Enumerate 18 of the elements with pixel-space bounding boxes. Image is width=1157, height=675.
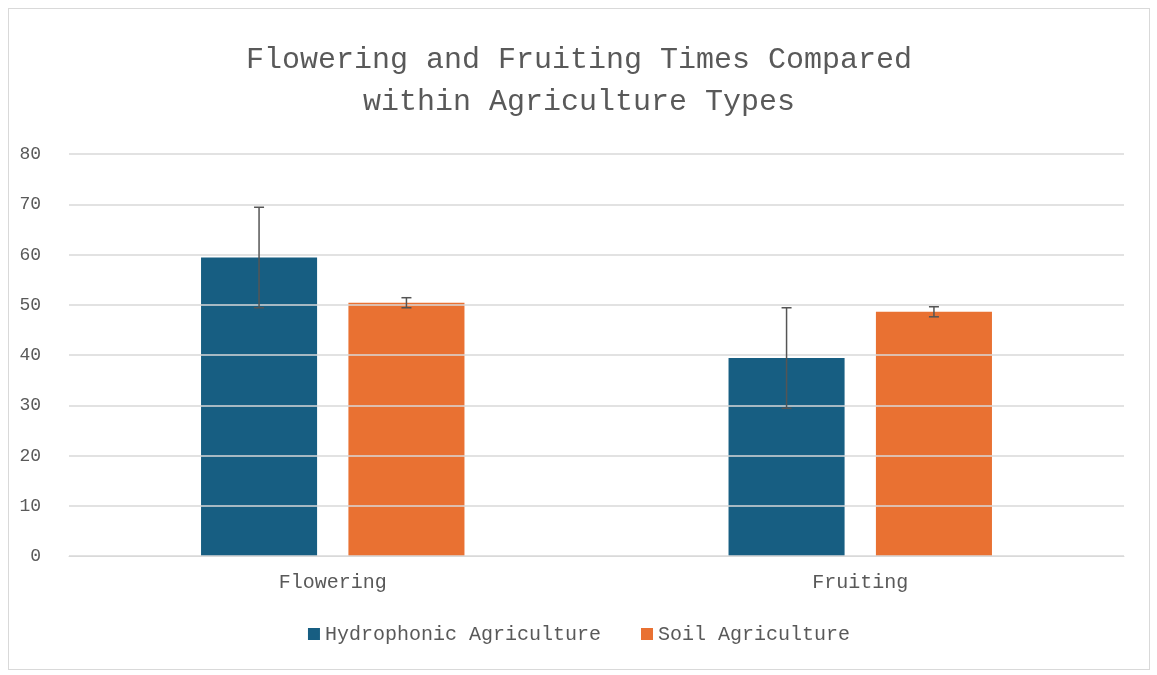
y-tick-label: 10 [19,495,41,516]
y-tick-label: 50 [19,294,41,315]
chart-title: Flowering and Fruiting Times Compared within Agriculture Types [245,43,913,119]
x-tick-label: Flowering [278,570,387,594]
x-tick-label: Fruiting [812,570,909,594]
bar [201,257,318,556]
bar [728,358,845,556]
legend-label: Soil Agriculture [658,622,851,646]
legend-label: Hydrophonic Agriculture [324,622,602,646]
y-tick-label: 60 [19,244,41,265]
y-tick-label: 0 [30,546,41,566]
bar [875,311,992,556]
y-tick-label: 70 [19,194,41,215]
bar [348,302,465,556]
y-tick-label: 40 [19,345,41,365]
y-tick-label: 20 [19,445,41,466]
y-tick-label: 80 [19,144,41,164]
y-tick-label: 30 [19,395,41,416]
